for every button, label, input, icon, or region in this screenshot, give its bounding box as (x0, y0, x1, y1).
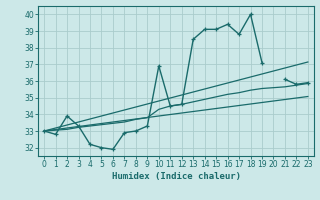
X-axis label: Humidex (Indice chaleur): Humidex (Indice chaleur) (111, 172, 241, 181)
